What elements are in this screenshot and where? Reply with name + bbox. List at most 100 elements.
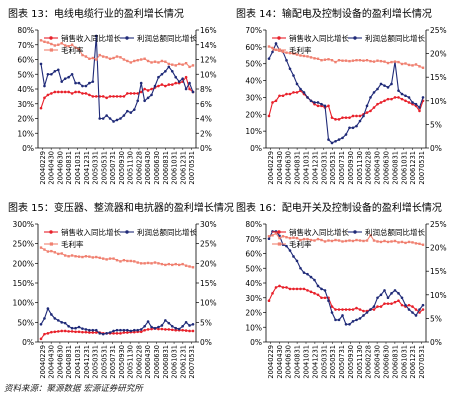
data-point — [88, 255, 91, 258]
data-point — [184, 75, 188, 79]
data-point — [181, 262, 184, 266]
data-point — [362, 314, 365, 317]
right-tick-label: 8% — [200, 85, 212, 94]
right-tick-label: 15% — [200, 279, 217, 288]
data-point — [397, 292, 400, 295]
data-point — [115, 118, 119, 122]
data-point — [174, 328, 178, 332]
data-point — [143, 324, 146, 328]
data-point — [91, 56, 95, 60]
legend-label: 毛利率 — [289, 239, 312, 249]
data-point — [372, 308, 376, 311]
left-tick-label: 20% — [17, 115, 34, 124]
x-tick-label: 20051130 — [356, 345, 364, 379]
left-tick-label: 50% — [245, 60, 262, 69]
data-point — [414, 102, 418, 106]
data-point — [84, 55, 88, 58]
x-tick-label: 20051130 — [127, 345, 135, 379]
data-point — [174, 64, 177, 67]
data-point — [146, 328, 150, 331]
data-point — [351, 59, 355, 62]
data-point — [174, 75, 178, 79]
data-point — [146, 96, 150, 100]
data-point — [351, 308, 355, 311]
data-point — [171, 63, 174, 66]
data-point — [46, 72, 50, 76]
data-point — [288, 287, 292, 291]
data-point — [414, 314, 418, 317]
data-point — [348, 116, 351, 119]
x-tick-label: 20040229 — [267, 151, 275, 185]
data-point — [348, 308, 351, 311]
right-tick-label: 20% — [430, 50, 447, 59]
x-tick-label: 20060228 — [365, 345, 373, 379]
data-point — [43, 84, 46, 88]
left-tick-label: 10% — [245, 127, 262, 136]
data-point — [43, 248, 46, 251]
data-point — [379, 240, 383, 244]
data-point — [115, 95, 119, 98]
data-point — [407, 240, 411, 244]
data-point — [316, 237, 320, 241]
data-point — [67, 324, 70, 328]
data-point — [126, 92, 129, 95]
data-point — [94, 95, 98, 98]
data-point — [379, 101, 383, 104]
x-tick-label: 20041231 — [311, 345, 319, 379]
data-point — [126, 331, 129, 334]
data-point — [160, 72, 164, 76]
left-tick-label: 30% — [245, 93, 262, 102]
series-1 — [39, 75, 195, 110]
data-point — [299, 266, 302, 270]
data-point — [274, 42, 278, 45]
data-point — [397, 89, 400, 92]
data-point — [285, 286, 288, 289]
x-tick-label: 20041231 — [311, 151, 319, 185]
data-point — [77, 255, 81, 258]
data-point — [334, 308, 337, 311]
right-tick-label: 20% — [200, 259, 217, 268]
data-point — [77, 330, 81, 334]
data-point — [170, 328, 174, 332]
data-point — [119, 117, 122, 120]
data-point — [337, 138, 341, 141]
data-point — [383, 84, 386, 87]
data-point — [115, 258, 119, 262]
data-point — [421, 308, 425, 311]
data-point — [122, 328, 126, 332]
data-point — [376, 102, 379, 106]
data-point — [271, 46, 274, 50]
right-tick-label: 15% — [430, 267, 447, 276]
data-point — [167, 65, 171, 69]
x-tick-label: 20040430 — [48, 151, 56, 185]
x-tick-label: 20050731 — [109, 345, 117, 379]
data-point — [327, 104, 330, 108]
x-tick-label: 20040630 — [285, 345, 293, 379]
x-tick-label: 20050531 — [100, 151, 108, 185]
data-point — [393, 289, 397, 292]
x-tick-label: 20041231 — [83, 151, 91, 185]
data-point — [119, 95, 122, 98]
data-point — [70, 43, 74, 46]
data-point — [362, 59, 365, 62]
chart-panel-1: 图表 13：电线电缆行业的盈利增长情况 0% 10% 20% 30% 40% 50% 60% 7… — [8, 7, 217, 185]
data-point — [188, 324, 191, 327]
x-tick-label: 20051130 — [127, 151, 135, 185]
data-point — [288, 67, 292, 71]
legend-label: 毛利率 — [61, 45, 84, 55]
data-point — [122, 95, 126, 98]
data-point — [164, 328, 167, 331]
data-point — [136, 99, 140, 103]
data-point — [81, 92, 84, 95]
chart-title: 图表 16：配电开关及控制设备的盈利增长情况 — [236, 201, 442, 214]
data-point — [362, 309, 365, 313]
x-tick-label: 20050731 — [338, 151, 346, 185]
data-point — [302, 287, 306, 291]
data-point — [63, 329, 67, 333]
data-point — [39, 39, 43, 42]
data-point — [184, 264, 188, 267]
data-point — [341, 314, 344, 317]
data-point — [400, 97, 404, 101]
left-tick-label: 60% — [17, 56, 34, 65]
